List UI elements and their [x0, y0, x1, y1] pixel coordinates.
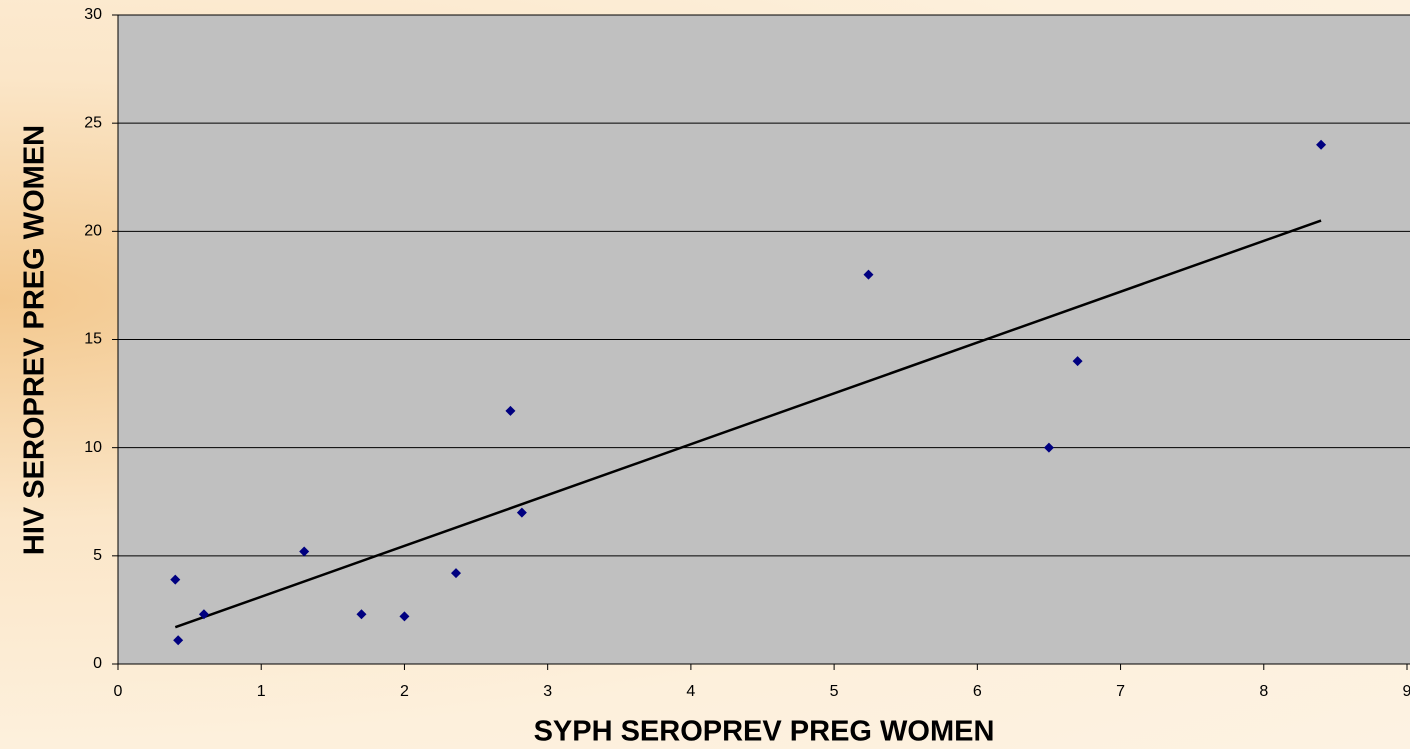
x-tick-label: 4	[686, 683, 695, 700]
x-tick-label: 9	[1403, 683, 1410, 700]
x-tick-label: 1	[257, 683, 266, 700]
point	[173, 635, 184, 646]
x-tick-label: 5	[830, 683, 839, 700]
point	[399, 611, 410, 622]
point	[451, 568, 462, 579]
point	[863, 269, 874, 280]
trendline	[174, 219, 1322, 629]
x-tick-label: 0	[114, 683, 123, 700]
y-tick-label: 10	[84, 439, 102, 456]
x-axis-title: SYPH SEROPREV PREG WOMEN	[534, 716, 995, 748]
point	[1072, 356, 1083, 367]
point	[1043, 442, 1054, 453]
point	[170, 574, 181, 585]
y-tick-label: 20	[84, 223, 102, 240]
x-tick-label: 2	[400, 683, 409, 700]
x-tick-label: 3	[543, 683, 552, 700]
point	[516, 507, 527, 518]
y-tick-label: 25	[84, 114, 102, 131]
y-axis-title: HIV SEROPREV PREG WOMEN	[19, 125, 51, 555]
x-tick-label: 7	[1116, 683, 1125, 700]
point	[299, 546, 310, 557]
y-tick-label: 30	[84, 6, 102, 23]
y-tick-label: 5	[93, 547, 102, 564]
point	[198, 609, 209, 620]
point	[505, 405, 516, 416]
x-tick-label: 6	[973, 683, 982, 700]
point	[1316, 139, 1327, 150]
point	[356, 609, 367, 620]
x-tick-label: 8	[1259, 683, 1268, 700]
y-tick-label: 15	[84, 331, 102, 348]
y-tick-label: 0	[93, 655, 102, 672]
